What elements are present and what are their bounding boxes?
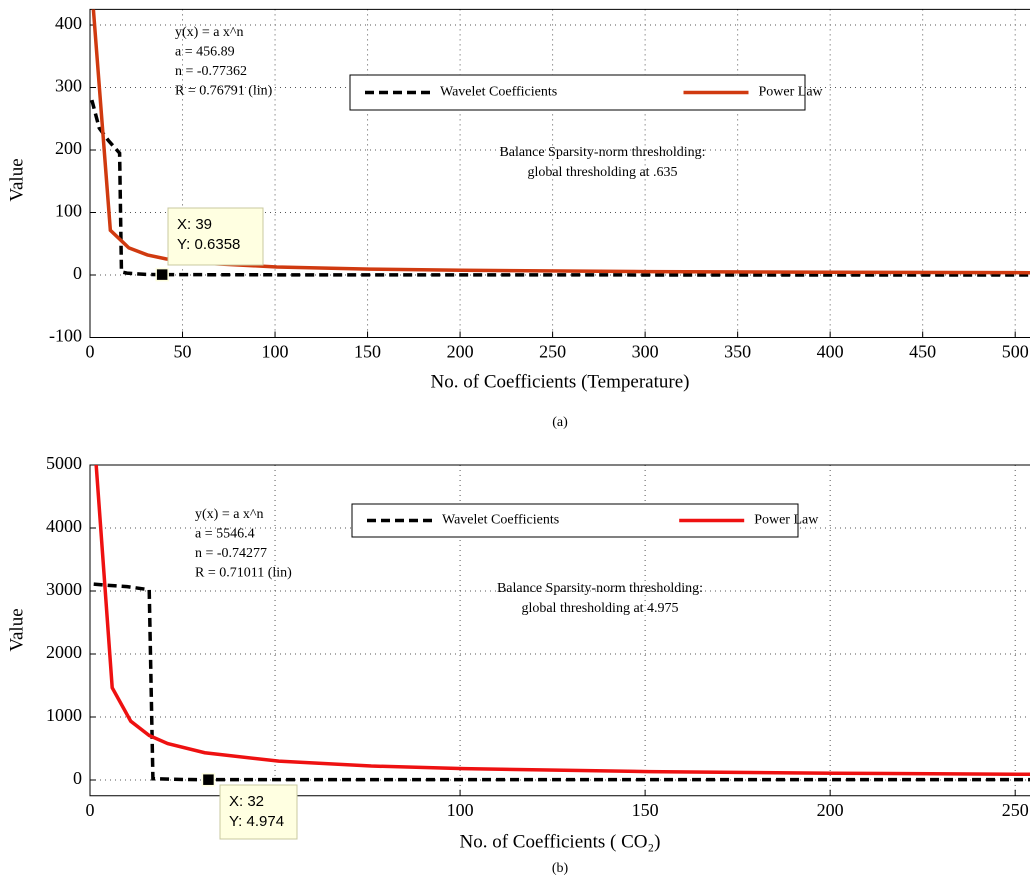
x-tick-label: 0 (86, 342, 95, 362)
series-line (93, 582, 1030, 782)
y-tick-label: 5000 (46, 453, 82, 473)
datatip-label: Y: 0.6358 (177, 236, 240, 253)
x-tick-label: 300 (632, 342, 659, 362)
y-tick-label: 1000 (46, 705, 82, 725)
x-tick-label: 200 (447, 342, 474, 362)
x-tick-label: 250 (539, 342, 566, 362)
x-tick-label: 150 (354, 342, 381, 362)
x-tick-label: 50 (174, 342, 192, 362)
fit-text: a = 5546.4 (195, 527, 255, 542)
x-tick-label: 200 (817, 800, 844, 820)
fit-text: a = 456.89 (175, 45, 235, 60)
y-tick-label: 0 (73, 263, 82, 283)
x-tick-label: 100 (447, 800, 474, 820)
legend-label: Power Law (754, 513, 819, 528)
note-text: global thresholding at 4.975 (521, 601, 678, 616)
x-tick-label: 450 (909, 342, 936, 362)
legend-label: Power Law (759, 85, 824, 100)
y-tick-label: 2000 (46, 642, 82, 662)
x-tick-label: 100 (262, 342, 289, 362)
x-tick-label: 250 (1002, 800, 1029, 820)
y-tick-label: 100 (55, 201, 82, 221)
series-line (94, 465, 1030, 777)
y-axis-label: Value (6, 608, 27, 651)
y-tick-label: 3000 (46, 579, 82, 599)
x-tick-label: 350 (724, 342, 751, 362)
datatip-label: X: 32 (229, 793, 264, 810)
y-tick-label: 300 (55, 76, 82, 96)
fit-text: y(x) = a x^n (195, 507, 264, 522)
y-tick-label: -100 (49, 326, 82, 346)
y-tick-label: 4000 (46, 516, 82, 536)
fit-text: n = -0.77362 (175, 64, 247, 79)
series-line (90, 99, 1030, 277)
datatip-label: Y: 4.974 (229, 813, 284, 830)
fit-text: R = 0.71011 (lin) (195, 566, 292, 581)
fit-text: y(x) = a x^n (175, 25, 244, 40)
y-tick-label: 0 (73, 768, 82, 788)
datatip-label: X: 39 (177, 216, 212, 233)
legend-label: Wavelet Coefficients (440, 85, 557, 100)
x-tick-label: 500 (1002, 342, 1029, 362)
axes-frame (89, 8, 1030, 338)
note-text: global thresholding at .635 (527, 165, 677, 180)
legend-label: Wavelet Coefficients (442, 513, 559, 528)
y-tick-label: 200 (55, 138, 82, 158)
datatip-box (167, 207, 264, 266)
x-tick-label: 150 (632, 800, 659, 820)
datatip-marker (155, 267, 169, 282)
x-axis-label: No. of Coefficients (Temperature) (431, 371, 690, 392)
caption: (b) (552, 861, 569, 876)
x-axis-label: No. of Coefficients ( CO₂) (460, 831, 661, 852)
fit-text: n = -0.74277 (195, 546, 267, 561)
axes-frame (89, 464, 1030, 797)
fit-text: R = 0.76791 (lin) (175, 84, 273, 99)
note-text: Balance Sparsity-norm thresholding: (497, 581, 703, 596)
x-tick-label: 400 (817, 342, 844, 362)
datatip-box (219, 784, 298, 840)
y-tick-label: 400 (55, 13, 82, 33)
note-text: Balance Sparsity-norm thresholding: (499, 145, 705, 160)
y-axis-label: Value (6, 158, 27, 201)
caption: (a) (552, 415, 568, 430)
x-tick-label: 0 (86, 800, 95, 820)
datatip-marker (201, 772, 216, 787)
